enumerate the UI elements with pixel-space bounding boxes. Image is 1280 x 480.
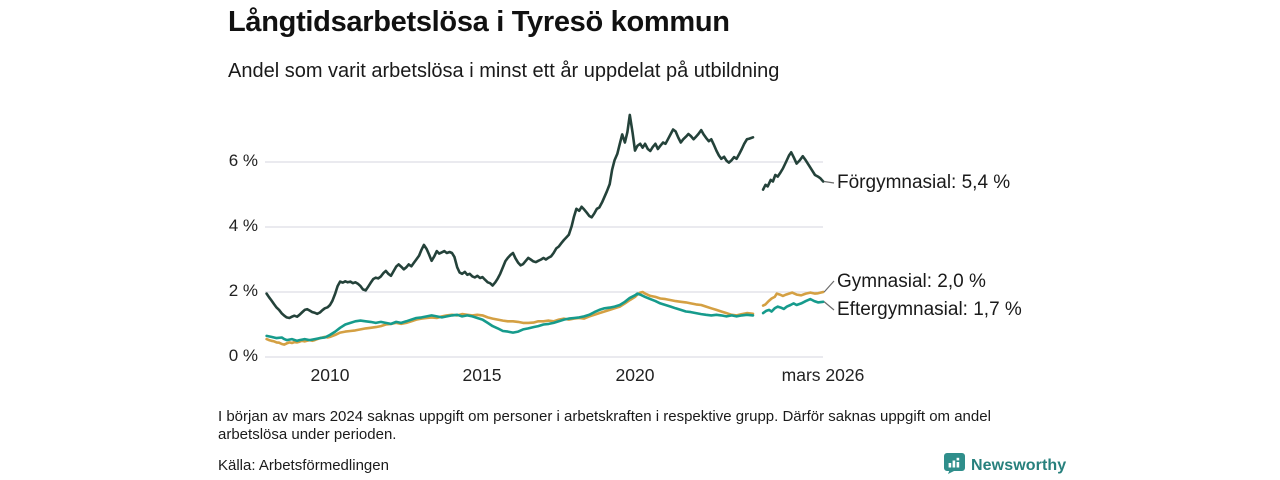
newsworthy-logo-icon — [944, 453, 965, 479]
series-line-gymnasial-seg0 — [265, 290, 755, 346]
source-attribution: Källa: Arbetsförmedlingen — [218, 457, 389, 474]
x-axis-tick-2010: 2010 — [310, 365, 350, 385]
page-title: Långtidsarbetslösa i Tyresö kommun — [228, 6, 730, 38]
series-line-förgymnasial-seg0 — [265, 113, 755, 320]
y-axis-tick-6: 6 % — [228, 151, 258, 170]
x-axis-tick-mars-2026: mars 2026 — [781, 365, 865, 385]
series-line-eftergymnasial-seg0 — [265, 292, 755, 343]
label-connector-gymnasial — [823, 280, 835, 293]
newsworthy-wordmark: Newsworthy — [971, 457, 1067, 474]
series-label-eftergymnasial: Eftergymnasial: 1,7 % — [837, 299, 1022, 320]
series-line-förgymnasial-seg1 — [761, 151, 825, 191]
series-label-forgymnasial: Förgymnasial: 5,4 % — [837, 172, 1011, 193]
series-line-eftergymnasial-seg1 — [761, 297, 825, 315]
series-line-gymnasial-seg1 — [761, 290, 825, 307]
y-axis-tick-4: 4 % — [228, 216, 258, 235]
label-connector-förgymnasial — [824, 180, 835, 184]
x-axis-tick-2020: 2020 — [615, 365, 655, 385]
y-axis-tick-0: 0 % — [228, 346, 258, 365]
chart-subtitle: Andel som varit arbetslösa i minst ett å… — [228, 60, 780, 82]
series-label-gymnasial: Gymnasial: 2,0 % — [837, 271, 986, 292]
x-axis-tick-2015: 2015 — [462, 365, 502, 385]
newsworthy-brand: Newsworthy — [944, 453, 1066, 479]
label-connector-eftergymnasial — [823, 301, 835, 311]
y-axis-tick-2: 2 % — [228, 281, 258, 300]
chart-footnote: I början av mars 2024 saknas uppgift om … — [218, 408, 991, 444]
